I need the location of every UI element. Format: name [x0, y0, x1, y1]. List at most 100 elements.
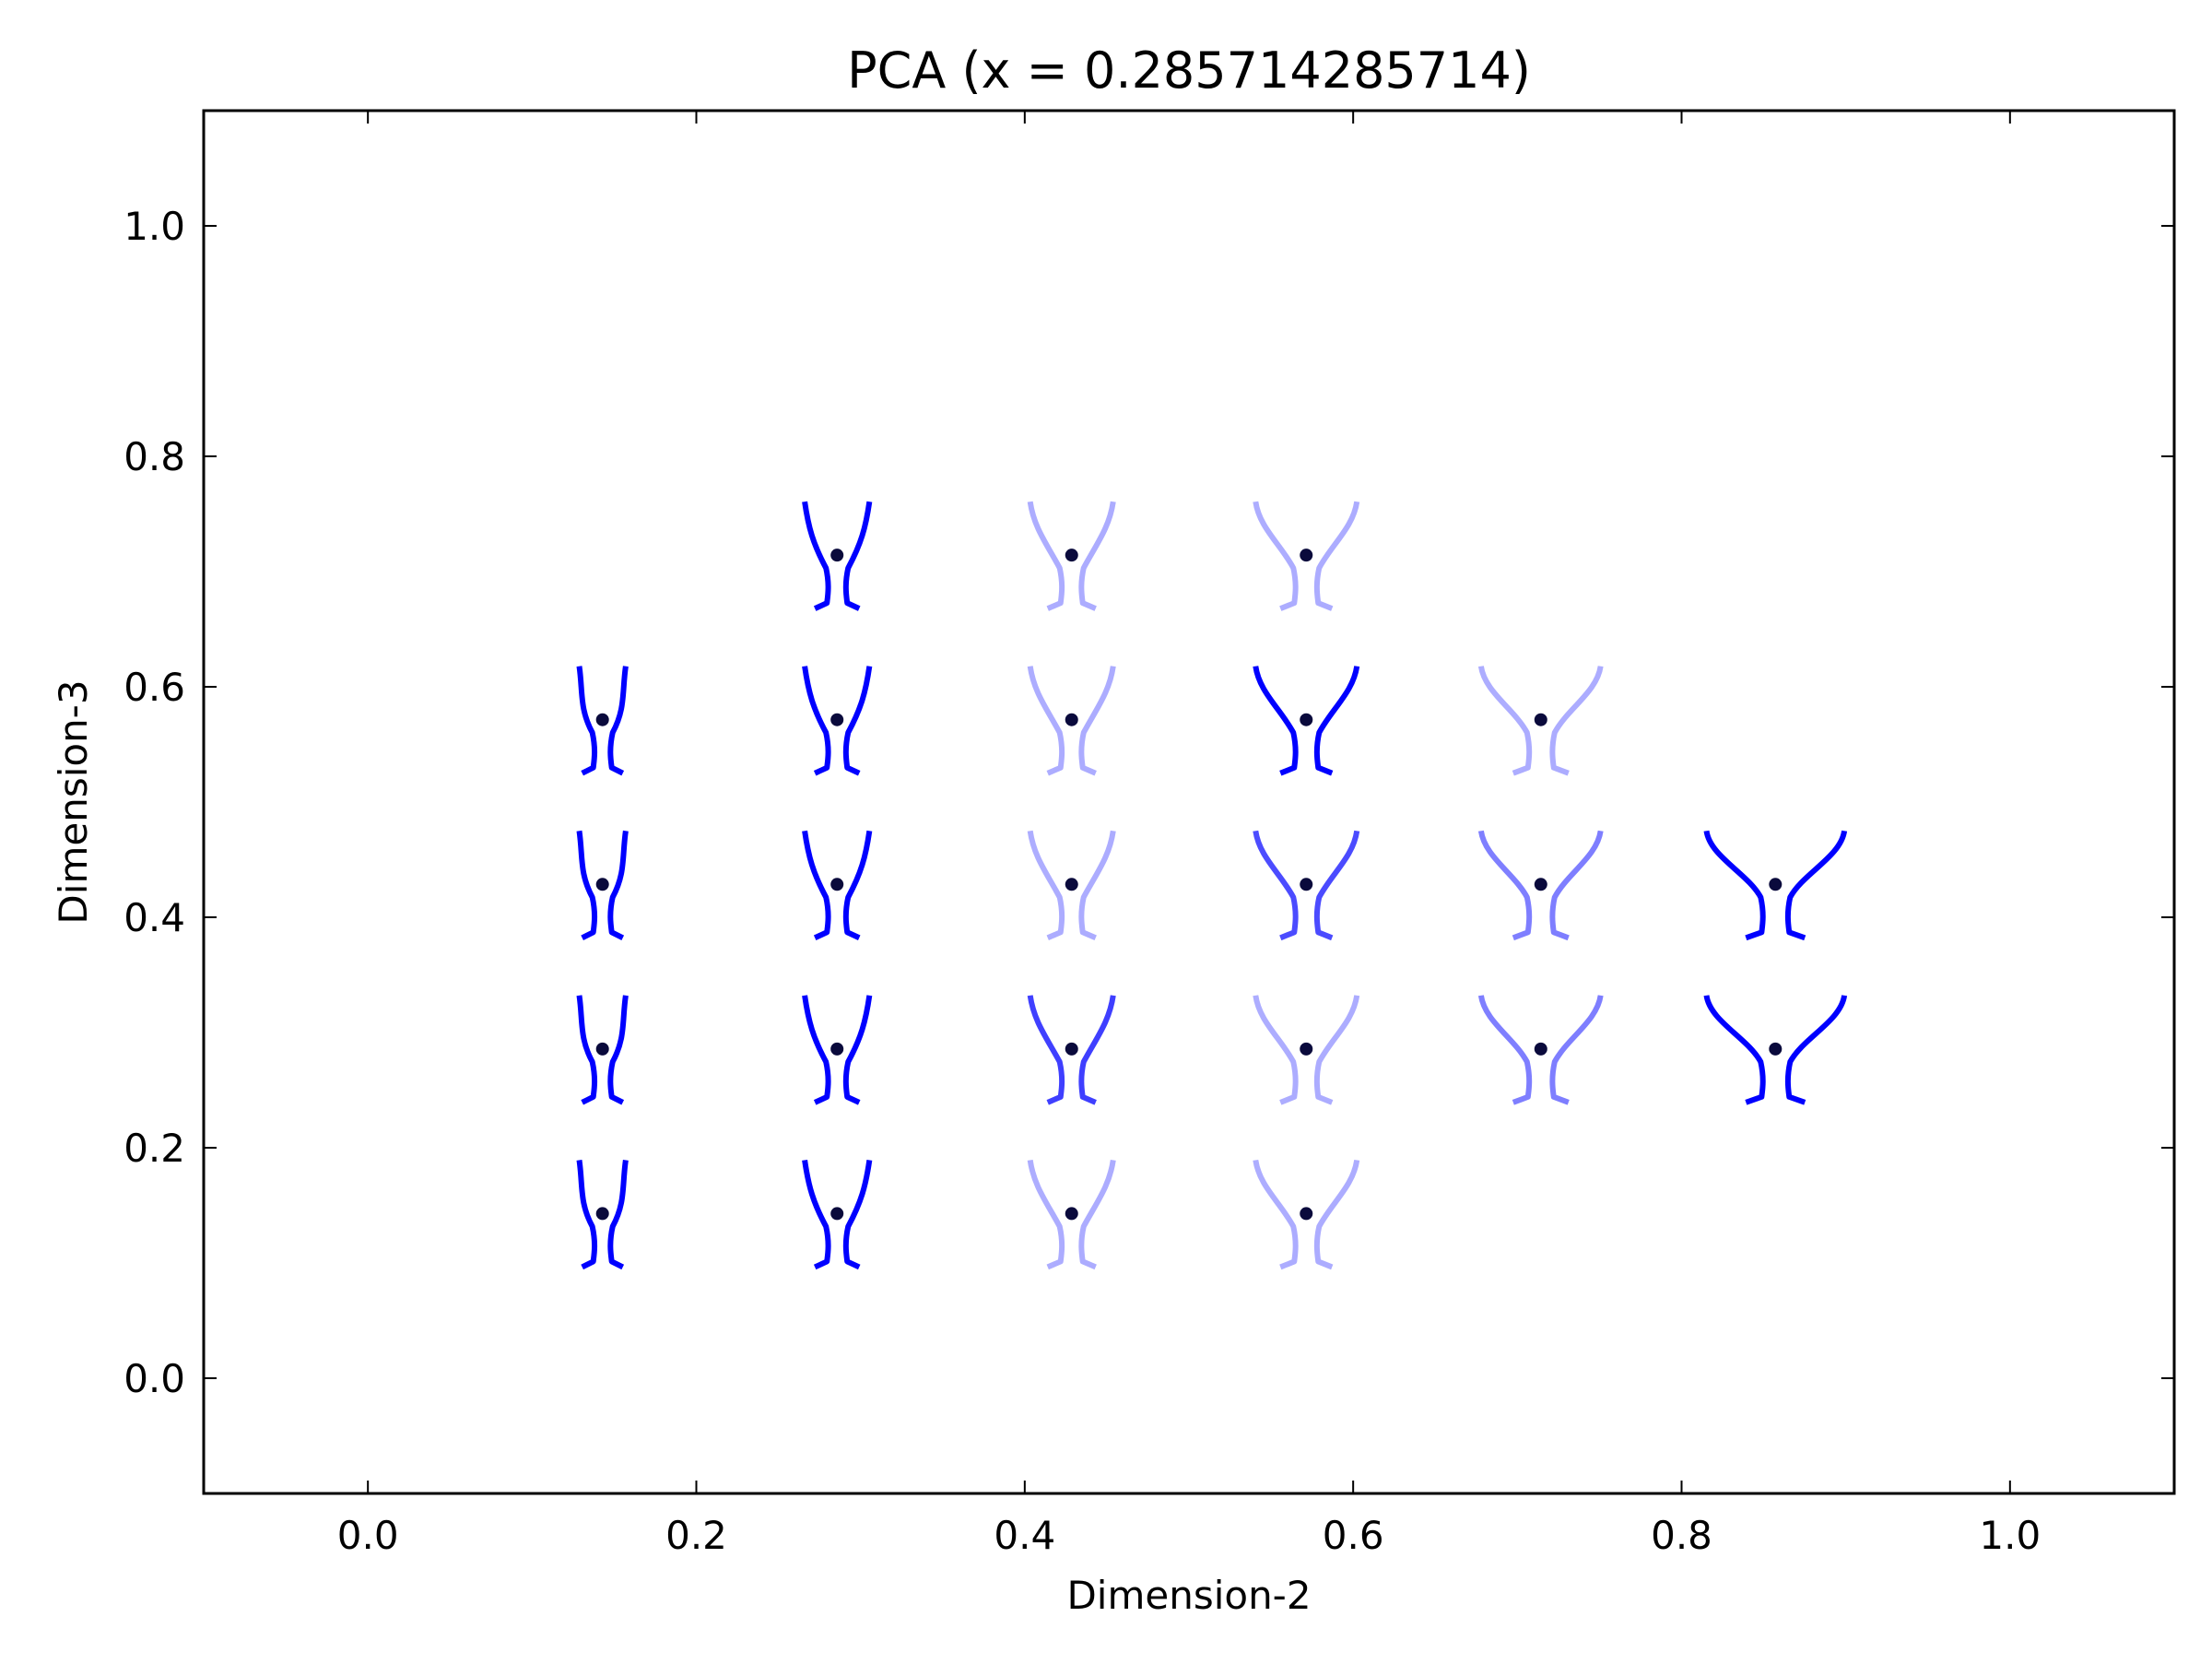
vase-glyph-left-stroke: [1027, 666, 1065, 776]
scatter-point: [1065, 1207, 1078, 1221]
vase-glyph: [1027, 501, 1116, 611]
vase-glyph-right-stroke: [1078, 1159, 1116, 1270]
y-tick-label: 1.0: [124, 204, 185, 249]
vase-glyph: [1703, 995, 1848, 1105]
vase-glyph-left-stroke: [1703, 995, 1766, 1105]
scatter-point: [830, 878, 844, 891]
vase-glyph: [802, 995, 873, 1105]
scatter-point: [595, 1042, 609, 1056]
vase-glyph: [1027, 1159, 1116, 1270]
x-tick-label: 0.2: [665, 1513, 727, 1558]
vase-glyph-right-stroke: [842, 501, 873, 611]
vase-glyph: [1027, 830, 1116, 941]
vase-glyph-left-stroke: [1027, 830, 1065, 941]
vase-glyph-right-stroke: [1784, 830, 1848, 941]
scatter-point: [1065, 1042, 1078, 1056]
vase-glyph: [802, 501, 873, 611]
chart-title: PCA (x = 0.285714285714): [847, 41, 1531, 100]
vase-glyph-left-stroke: [576, 666, 598, 776]
vase-glyph-right-stroke: [842, 995, 873, 1105]
vase-glyph: [1253, 1159, 1360, 1270]
scatter-point: [1065, 713, 1078, 726]
vase-glyph: [1477, 995, 1604, 1105]
vase-glyph: [1253, 501, 1360, 611]
vase-glyph: [1477, 830, 1604, 941]
vase-glyph-left-stroke: [1253, 501, 1299, 611]
vase-glyph-left-stroke: [1253, 1159, 1299, 1270]
vase-glyph-right-stroke: [1313, 830, 1360, 941]
vase-glyph-left-stroke: [802, 995, 831, 1105]
y-tick-label: 0.6: [124, 665, 185, 710]
scatter-point: [1534, 713, 1547, 726]
vase-glyph-left-stroke: [1027, 1159, 1065, 1270]
scatter-point: [595, 878, 609, 891]
vase-glyph-right-stroke: [607, 1160, 629, 1270]
x-tick-label: 0.4: [994, 1513, 1055, 1558]
vase-glyph-left-stroke: [1253, 666, 1299, 776]
vase-glyph: [1477, 666, 1604, 776]
vase-glyph: [1027, 995, 1116, 1105]
vase-glyph: [576, 666, 629, 776]
vase-glyph-left-stroke: [802, 830, 831, 941]
vase-glyph-right-stroke: [1549, 666, 1604, 776]
vase-glyph-right-stroke: [1313, 1159, 1360, 1270]
y-axis-label: Dimension-3: [51, 679, 96, 924]
vase-glyph-right-stroke: [607, 666, 629, 776]
vase-glyph-right-stroke: [1549, 830, 1604, 941]
vase-glyph: [1253, 830, 1360, 941]
y-tick-label: 0.2: [124, 1126, 185, 1171]
scatter-point: [1769, 1042, 1783, 1056]
vase-glyph-right-stroke: [842, 666, 873, 776]
vase-glyph-left-stroke: [1703, 830, 1766, 941]
vase-glyph: [802, 1160, 873, 1270]
vase-glyph-left-stroke: [576, 995, 598, 1105]
x-axis-label: Dimension-2: [1066, 1573, 1311, 1618]
vase-glyph: [1253, 666, 1360, 776]
scatter-point: [595, 713, 609, 726]
vase-glyph-right-stroke: [1313, 501, 1360, 611]
vase-glyph-right-stroke: [842, 830, 873, 941]
vase-glyph-left-stroke: [802, 1160, 831, 1270]
vase-glyph-left-stroke: [1027, 995, 1065, 1105]
x-tick-label: 0.0: [337, 1513, 399, 1558]
scatter-point: [1534, 878, 1547, 891]
plot-area: [576, 501, 1848, 1270]
vase-glyph-right-stroke: [842, 1160, 873, 1270]
scatter-point: [830, 1042, 844, 1056]
vase-glyph-right-stroke: [1313, 666, 1360, 776]
vase-glyph: [1703, 830, 1848, 941]
vase-glyph: [802, 666, 873, 776]
scatter-point: [1300, 713, 1313, 726]
scatter-point: [1300, 549, 1313, 562]
scatter-point: [1300, 1207, 1313, 1221]
vase-glyph: [576, 830, 629, 940]
vase-glyph-left-stroke: [1253, 830, 1299, 941]
y-tick-label: 0.0: [124, 1356, 185, 1401]
plot-frame: [202, 109, 2176, 1495]
y-tick-label: 0.4: [124, 895, 185, 940]
vase-glyph: [1027, 666, 1116, 776]
scatter-point: [830, 713, 844, 726]
vase-glyph-left-stroke: [802, 501, 831, 611]
vase-glyph-right-stroke: [1078, 995, 1116, 1105]
vase-glyph-right-stroke: [1313, 995, 1360, 1105]
scatter-point: [830, 1207, 844, 1221]
scatter-point: [1065, 878, 1078, 891]
vase-glyph-left-stroke: [1477, 995, 1533, 1105]
x-tick-label: 0.6: [1323, 1513, 1384, 1558]
vase-glyph-left-stroke: [1253, 995, 1299, 1105]
scatter-point: [595, 1207, 609, 1221]
vase-glyph: [1253, 995, 1360, 1105]
vase-glyph-right-stroke: [607, 830, 629, 940]
x-tick-label: 0.8: [1651, 1513, 1712, 1558]
vase-glyph-left-stroke: [1477, 830, 1533, 941]
y-tick-label: 0.8: [124, 434, 185, 479]
scatter-point: [830, 549, 844, 562]
vase-glyph-left-stroke: [802, 666, 831, 776]
x-tick-label: 1.0: [1979, 1513, 2041, 1558]
scatter-point: [1534, 1042, 1547, 1056]
vase-glyph-right-stroke: [1078, 501, 1116, 611]
scatter-point: [1065, 549, 1078, 562]
